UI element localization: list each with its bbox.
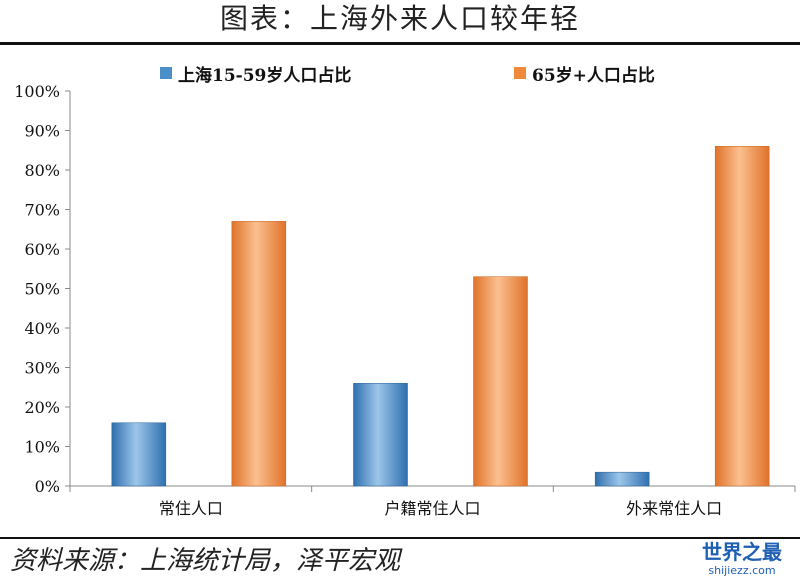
chart-title: 图表：上海外来人口较年轻: [219, 2, 580, 35]
source-note: 资料来源：上海统计局，泽平宏观: [10, 546, 401, 576]
chart-labels: 0% 10% 20% 30% 40% 50% 60% 70% 80% 90% 100% 常住人口 户籍常…: [14, 82, 722, 518]
title-divider: [0, 42, 800, 45]
watermark-sub: shijiezz.com: [708, 564, 776, 577]
chart-axes: [65, 90, 796, 492]
legend-item-series-2: 65岁+人口占比: [514, 60, 655, 86]
bar-series-1-1: [111, 422, 167, 487]
legend-label-series-1: 上海15-59岁人口占比: [178, 65, 352, 86]
y-tick-label: 50%: [24, 280, 60, 299]
y-tick-label: 100%: [14, 82, 60, 101]
legend-swatch-blue: [160, 67, 172, 79]
y-tick-label: 90%: [24, 122, 60, 141]
x-category-label: 常住人口: [159, 499, 223, 518]
chart-bars: [111, 146, 770, 487]
bar-series-2-2: [473, 276, 528, 487]
legend-swatch-orange: [514, 67, 526, 79]
bar-series-2-1: [231, 221, 287, 487]
y-tick-label: 20%: [24, 398, 60, 417]
bar-series-1-2: [353, 383, 408, 487]
y-tick-label: 10%: [24, 438, 60, 457]
bar-chart: 0% 10% 20% 30% 40% 50% 60% 70% 80% 90% 100% 常住人口 户籍常…: [14, 82, 796, 518]
y-tick-label: 70%: [24, 201, 60, 220]
footer-divider: [0, 537, 800, 539]
y-tick-label: 60%: [24, 240, 60, 259]
legend-item-series-1: 上海15-59岁人口占比: [160, 60, 351, 86]
x-category-label: 户籍常住人口: [384, 499, 480, 518]
y-tick-label: 0%: [35, 477, 60, 496]
legend: 上海15-59岁人口占比 65岁+人口占比: [0, 60, 800, 86]
bar-series-2-3: [714, 146, 770, 487]
watermark-main: 世界之最: [702, 540, 782, 564]
y-tick-label: 30%: [24, 359, 60, 378]
watermark-logo: 世界之最 shijiezz.com: [692, 540, 792, 577]
bar-series-1-3: [594, 471, 650, 487]
y-tick-label: 40%: [24, 319, 60, 338]
legend-label-series-2: 65岁+人口占比: [532, 65, 655, 86]
y-tick-label: 80%: [24, 161, 60, 180]
x-category-label: 外来常住人口: [626, 499, 722, 518]
